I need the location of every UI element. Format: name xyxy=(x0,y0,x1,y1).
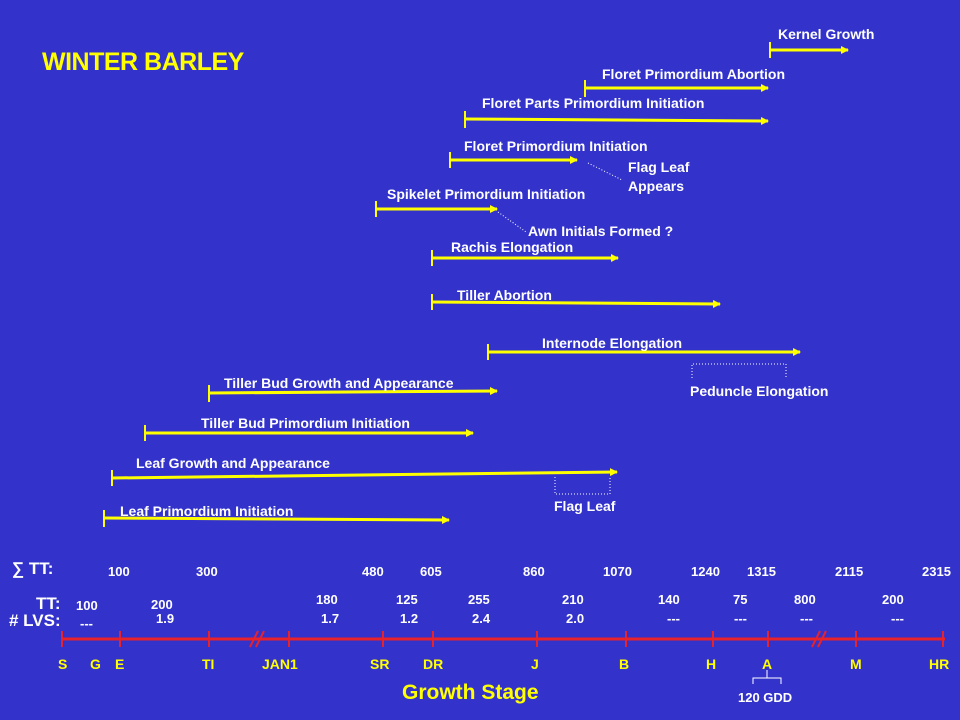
growth-stage-axis-title: Growth Stage xyxy=(402,681,539,704)
tt-value: 800 xyxy=(794,592,816,607)
stage-label: HR xyxy=(929,656,950,672)
lvs-value: --- xyxy=(800,611,813,626)
cum-tt-value: 300 xyxy=(196,564,218,579)
stage-label: TI xyxy=(202,656,215,672)
lvs-value: --- xyxy=(80,616,93,631)
label-kernel-growth: Kernel Growth xyxy=(778,26,875,42)
lvs-value: 1.2 xyxy=(400,611,419,626)
label-spikelet-primordium-initiation: Spikelet Primordium Initiation xyxy=(387,186,586,202)
label-floret-primordium-abortion: Floret Primordium Abortion xyxy=(602,66,786,82)
stage-label: M xyxy=(850,656,862,672)
floret-parts-arrow xyxy=(464,116,769,125)
label-peduncle-elongation: Peduncle Elongation xyxy=(690,383,829,399)
label-tiller-bud-growth: Tiller Bud Growth and Appearance xyxy=(224,375,454,391)
tt-value: 180 xyxy=(316,592,338,607)
cum-tt-value: 1240 xyxy=(691,564,720,579)
label-tiller-bud-primordium: Tiller Bud Primordium Initiation xyxy=(201,415,410,431)
cum-tt-value: 2115 xyxy=(835,564,864,579)
axis-break-1 xyxy=(249,630,265,648)
tiller-bud-growth-arrow xyxy=(208,387,498,396)
tiller-abortion-arrow xyxy=(431,299,721,308)
lvs-value: 1.7 xyxy=(321,611,340,626)
cum-tt-value: 100 xyxy=(108,564,130,579)
row-label-lvs: # LVS: xyxy=(9,611,61,630)
stage-label: B xyxy=(619,656,630,672)
page-title: WINTER BARLEY xyxy=(42,48,244,76)
label-leaf-primordium: Leaf Primordium Initiation xyxy=(120,503,294,519)
lvs-value: --- xyxy=(891,611,904,626)
stage-label: SR xyxy=(370,656,390,672)
lvs-value: --- xyxy=(734,611,747,626)
label-flag-leaf: Flag Leaf xyxy=(554,498,616,514)
label-floret-primordium-initiation: Floret Primordium Initiation xyxy=(464,138,648,154)
cum-tt-value: 2315 xyxy=(922,564,951,579)
label-rachis-elongation: Rachis Elongation xyxy=(451,239,574,255)
gdd-bracket xyxy=(752,670,782,684)
row-label-cum-tt: ∑ TT: xyxy=(12,559,54,578)
tt-value: 200 xyxy=(151,597,173,612)
cum-tt-value: 605 xyxy=(420,564,442,579)
leaf-growth-arrow xyxy=(111,468,618,480)
stage-label: G xyxy=(90,656,101,672)
axis-break-2 xyxy=(811,630,827,648)
tt-value: 125 xyxy=(396,592,418,607)
label-awn-initials: Awn Initials Formed ? xyxy=(528,223,674,239)
tt-value: 140 xyxy=(658,592,680,607)
tt-value: 210 xyxy=(562,592,584,607)
flag-leaf-appears-pointer xyxy=(587,162,623,181)
label-flag-leaf-appears-2: Appears xyxy=(628,178,685,194)
tt-value: 100 xyxy=(76,598,98,613)
tt-value: 255 xyxy=(468,592,490,607)
lvs-value: 2.4 xyxy=(472,611,491,626)
stage-label: H xyxy=(706,656,717,672)
label-floret-parts-primordium-initiation: Floret Parts Primordium Initiation xyxy=(482,95,705,111)
label-tiller-abortion: Tiller Abortion xyxy=(457,287,552,303)
stage-label: A xyxy=(762,656,773,672)
awn-pointer xyxy=(497,211,527,233)
tt-value: 75 xyxy=(733,592,748,607)
label-leaf-growth: Leaf Growth and Appearance xyxy=(136,455,330,471)
row-label-tt: TT: xyxy=(36,594,61,613)
lvs-value: --- xyxy=(667,611,680,626)
stage-label: DR xyxy=(423,656,444,672)
stage-label: E xyxy=(115,656,125,672)
label-flag-leaf-appears-1: Flag Leaf xyxy=(628,159,690,175)
gdd-label: 120 GDD xyxy=(738,690,793,705)
cum-tt-value: 860 xyxy=(523,564,545,579)
stage-label: S xyxy=(58,656,68,672)
cum-tt-value: 1315 xyxy=(747,564,776,579)
stage-label: J xyxy=(531,656,539,672)
cum-tt-value: 1070 xyxy=(603,564,632,579)
lvs-value: 1.9 xyxy=(156,611,175,626)
stage-label: JAN1 xyxy=(262,656,298,672)
peduncle-bracket xyxy=(691,363,787,378)
label-internode-elongation: Internode Elongation xyxy=(542,335,682,351)
cum-tt-value: 480 xyxy=(362,564,384,579)
axis-ticks xyxy=(61,631,944,647)
tt-value: 200 xyxy=(882,592,904,607)
flag-leaf-bracket xyxy=(554,477,611,495)
lvs-value: 2.0 xyxy=(566,611,585,626)
leaf-primordium-arrow xyxy=(103,515,450,524)
